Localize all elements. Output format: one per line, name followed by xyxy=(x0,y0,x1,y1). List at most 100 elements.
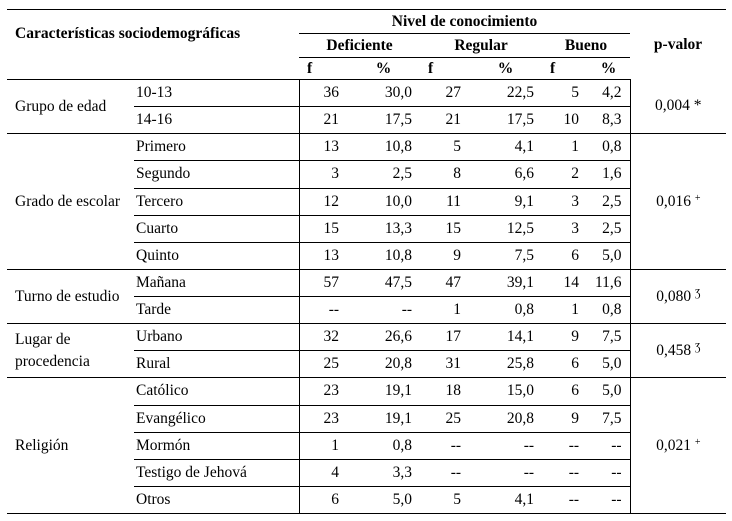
percent-cell: 13,3 xyxy=(347,215,421,243)
percent-cell: 22,5 xyxy=(469,79,543,108)
frequency-cell: 12 xyxy=(298,188,348,216)
frequency-cell: 32 xyxy=(298,323,348,352)
percent-cell: 6,6 xyxy=(469,160,543,189)
table-row: Tercero 12 10,0 11 9,1 3 2,5 xyxy=(7,188,726,216)
frequency-cell: 2 xyxy=(542,160,588,189)
percent-cell: 26,6 xyxy=(347,323,421,352)
frequency-cell: 4 xyxy=(298,459,348,487)
p-value-number: 0,021 xyxy=(656,436,691,454)
percent-cell: -- xyxy=(347,296,421,325)
p-value-cell: 0,021 + xyxy=(629,377,727,514)
percent-cell: 5,0 xyxy=(587,242,631,270)
frequency-cell: 47 xyxy=(420,269,470,298)
level-deficiente-header: Deficiente xyxy=(299,33,421,58)
row-label: Tarde xyxy=(134,296,300,325)
frequency-cell: 9 xyxy=(420,242,470,270)
percent-cell: 25,8 xyxy=(469,350,543,379)
p-value-symbol: + xyxy=(694,436,701,448)
p-value-cell: 0,016 + xyxy=(629,133,727,270)
frequency-cell: -- xyxy=(542,486,588,515)
row-label: 14-16 xyxy=(134,106,300,135)
percent-cell: -- xyxy=(469,432,543,460)
sociodemographic-table: Características sociodemográficas Nivel … xyxy=(7,9,727,515)
percent-cell: 2,5 xyxy=(347,160,421,189)
percent-cell: 1,6 xyxy=(587,160,631,189)
row-label: Testigo de Jehová xyxy=(134,459,300,487)
group-label: Lugar de procedencia xyxy=(7,323,134,379)
table-row: 14-16 21 17,5 21 17,5 10 8,3 xyxy=(7,106,726,135)
p-value-number: 0,458 xyxy=(656,341,692,359)
percent-cell: 4,1 xyxy=(469,133,543,162)
frequency-cell: 6 xyxy=(542,350,588,379)
row-label: Quinto xyxy=(134,242,300,270)
p-value-cell: 0,004 * xyxy=(629,79,727,135)
percent-cell: 17,5 xyxy=(347,106,421,135)
sub-header-f: f xyxy=(420,57,470,80)
table-row: Testigo de Jehová 4 3,3 -- -- -- -- xyxy=(7,459,726,487)
percent-cell: 10,8 xyxy=(347,133,421,162)
percent-cell: 0,8 xyxy=(347,432,421,460)
sub-header-pct: % xyxy=(347,57,421,80)
frequency-cell: -- xyxy=(298,296,348,325)
p-value-symbol: Ʒ xyxy=(694,341,701,353)
sub-header-pct: % xyxy=(469,57,543,80)
frequency-cell: 21 xyxy=(420,106,470,135)
p-value-number: 0,016 xyxy=(656,192,691,210)
percent-cell: 7,5 xyxy=(587,405,631,433)
frequency-cell: 36 xyxy=(298,79,348,108)
frequency-cell: 18 xyxy=(420,377,470,406)
percent-cell: 9,1 xyxy=(469,188,543,216)
table-row: Lugar de procedencia Urbano 32 26,6 17 14,1 9 7… xyxy=(7,323,727,379)
table-row: Otros 6 5,0 5 4,1 -- -- xyxy=(7,486,726,515)
frequency-cell: -- xyxy=(542,459,588,487)
percent-cell: 10,0 xyxy=(347,188,421,216)
percent-cell: 5,0 xyxy=(347,486,421,515)
percent-cell: 17,5 xyxy=(469,106,543,135)
percent-cell: 11,6 xyxy=(587,269,631,298)
frequency-cell: 1 xyxy=(420,296,470,325)
percent-cell: 19,1 xyxy=(347,405,421,433)
frequency-cell: 14 xyxy=(542,269,588,298)
table-row: Turno de estudio Mañana 57 47,5 47 39,1 14 11,6… xyxy=(7,269,727,325)
percent-cell: 39,1 xyxy=(469,269,543,298)
row-label: Católico xyxy=(134,377,300,406)
sub-header-f: f xyxy=(299,57,348,80)
frequency-cell: 9 xyxy=(542,405,588,433)
percent-cell: 7,5 xyxy=(587,323,631,352)
frequency-cell: 31 xyxy=(420,350,470,379)
frequency-cell: 15 xyxy=(298,215,348,243)
frequency-cell: 5 xyxy=(542,79,588,108)
table-row: Mormón 1 0,8 -- -- -- -- xyxy=(7,432,726,460)
frequency-cell: 13 xyxy=(298,133,348,162)
frequency-cell: 1 xyxy=(542,296,588,325)
percent-cell: 15,0 xyxy=(469,377,543,406)
frequency-cell: 1 xyxy=(298,432,348,460)
percent-cell: 12,5 xyxy=(469,215,543,243)
level-regular-header: Regular xyxy=(420,33,543,58)
frequency-cell: 3 xyxy=(542,215,588,243)
percent-cell: 30,0 xyxy=(347,79,421,108)
frequency-cell: 15 xyxy=(420,215,470,243)
row-label: Primero xyxy=(134,133,300,162)
table-row: Segundo 3 2,5 8 6,6 2 1,6 xyxy=(7,160,726,189)
frequency-cell: 5 xyxy=(420,133,470,162)
percent-cell: 0,8 xyxy=(587,133,631,162)
p-value-number: 0,080 xyxy=(656,287,692,305)
frequency-cell: 17 xyxy=(420,323,470,352)
table-row: Grupo de edad 10-13 36 30,0 27 22,5 5 4,2 0,004 … xyxy=(7,79,727,135)
frequency-cell: -- xyxy=(420,432,470,460)
row-label: 10-13 xyxy=(134,79,300,108)
row-label: Segundo xyxy=(134,160,300,189)
percent-cell: -- xyxy=(587,486,631,515)
frequency-cell: 21 xyxy=(298,106,348,135)
frequency-cell: 25 xyxy=(420,405,470,433)
frequency-cell: 23 xyxy=(298,405,348,433)
group-label: Grupo de edad xyxy=(7,79,134,135)
table-body: Grupo de edad 10-13 36 30,0 27 22,5 5 4,2 0,004 … xyxy=(7,79,727,515)
table-row: Religión Católico 23 19,1 18 15,0 6 5,0 0,021 + xyxy=(7,377,727,514)
frequency-cell: 1 xyxy=(542,133,588,162)
p-value-symbol: * xyxy=(693,97,702,115)
frequency-cell: 23 xyxy=(298,377,348,406)
p-value-symbol: Ʒ xyxy=(694,287,701,299)
percent-cell: -- xyxy=(587,459,631,487)
